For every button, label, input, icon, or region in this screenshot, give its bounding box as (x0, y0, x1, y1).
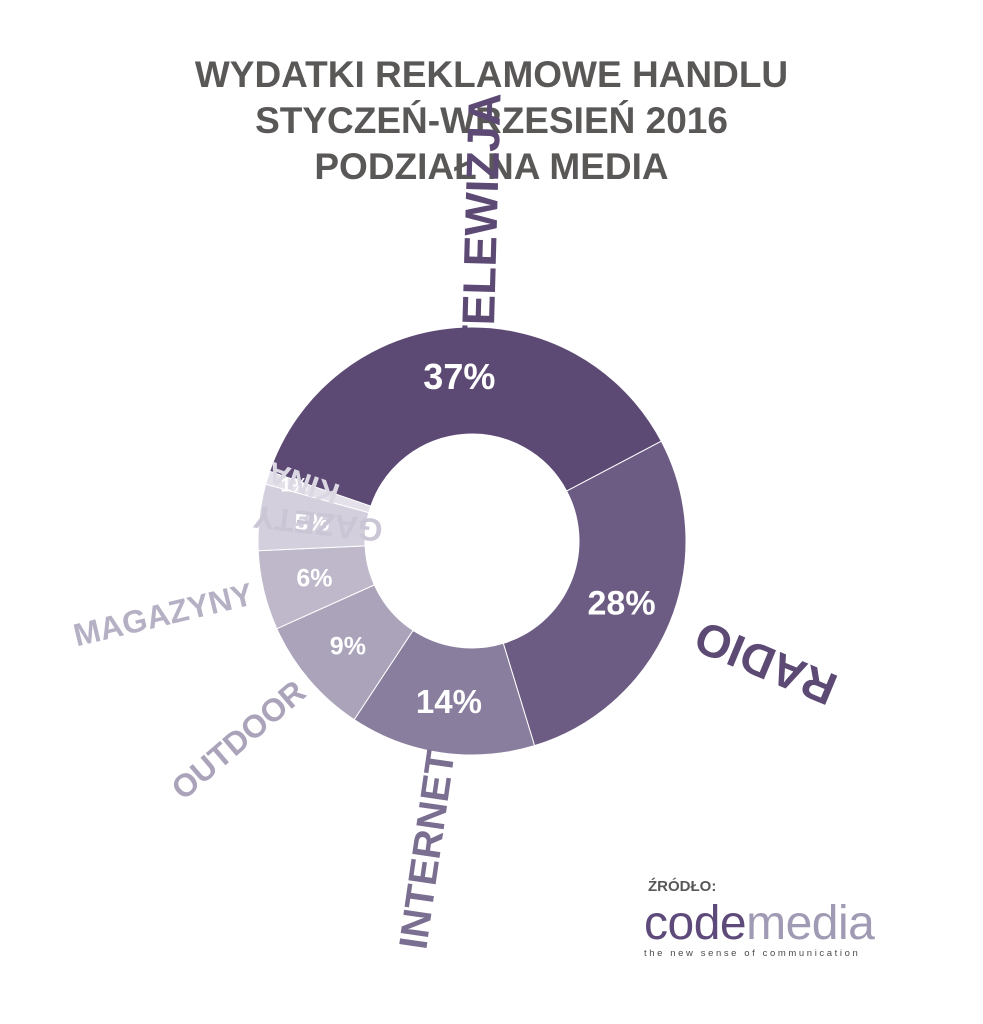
slice-value-telewizja: 37% (423, 356, 495, 397)
slice-value-radio: 28% (588, 584, 656, 622)
logo-wordmark: codemedia (644, 896, 934, 952)
logo-wordmark-code: code (644, 897, 747, 950)
slice-value-internet: 14% (416, 683, 482, 720)
slice-label-magazyny: MAGAZYNY (70, 576, 256, 653)
donut-slice-telewizja (269, 326, 662, 507)
donut-slice-radio (502, 440, 687, 747)
title-line-1: WYDATKI REKLAMOWE HANDLU (194, 54, 789, 95)
slice-value-gazety: 5% (295, 510, 330, 537)
logo-wordmark-media: media (746, 897, 875, 950)
title-line-2: STYCZEŃ-WRZESIEŃ 2016 (255, 100, 728, 141)
chart-title: WYDATKI REKLAMOWE HANDLU STYCZEŃ-WRZESIE… (0, 52, 983, 190)
logo-tagline: the new sense of communication (644, 948, 861, 959)
slice-value-magazyny: 6% (296, 565, 332, 593)
slice-value-outdoor: 9% (330, 633, 366, 661)
codemedia-logo: codemedia the new sense of communication (644, 896, 934, 959)
title-line-3: PODZIAŁ NA MEDIA (314, 146, 669, 187)
donut-slice-internet (353, 629, 536, 756)
slice-label-outdoor: OUTDOOR (164, 673, 312, 806)
donut-slice-kina (265, 470, 372, 514)
source-label: ŹRÓDŁO: (648, 878, 717, 895)
slice-value-kina: 1% (281, 475, 309, 496)
slice-label-telewizja: TELEWIZJA (451, 92, 510, 354)
slice-label-radio: RADIO (687, 611, 844, 716)
slice-label-internet: INTERNET (391, 748, 463, 952)
